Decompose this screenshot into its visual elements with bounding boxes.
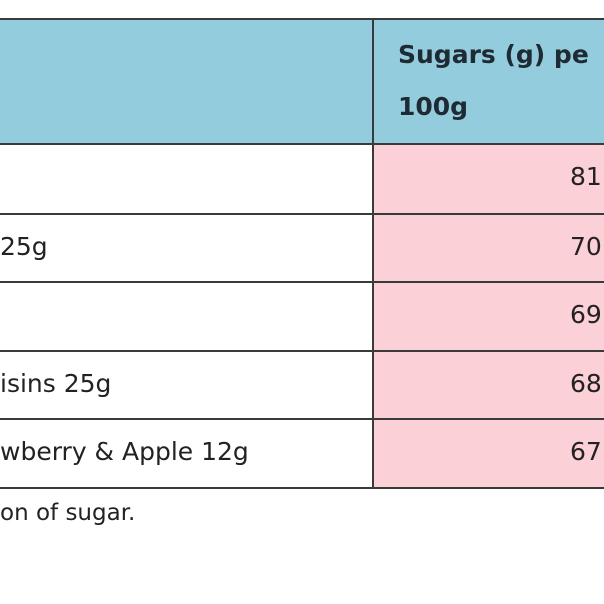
row-label: 25g (0, 232, 48, 261)
row-value: 67 (570, 437, 602, 466)
header-cell (372, 18, 604, 145)
row-cell (0, 281, 374, 352)
value-cell (372, 143, 604, 215)
value-cell (372, 281, 604, 352)
header-cell (0, 18, 374, 145)
value-cell (372, 213, 604, 283)
header-text: 100g (398, 92, 469, 121)
value-cell (372, 418, 604, 489)
row-label: wberry & Apple 12g (0, 437, 249, 466)
row-value: 68 (570, 369, 602, 398)
header-text: Sugars (g) pe (398, 40, 589, 69)
row-label: isins 25g (0, 369, 112, 398)
row-value: 69 (570, 300, 602, 329)
row-cell (0, 143, 374, 215)
footnote: on of sugar. (0, 500, 136, 526)
row-value: 70 (570, 232, 602, 261)
row-cell (0, 213, 374, 283)
row-value: 81 (570, 162, 602, 191)
